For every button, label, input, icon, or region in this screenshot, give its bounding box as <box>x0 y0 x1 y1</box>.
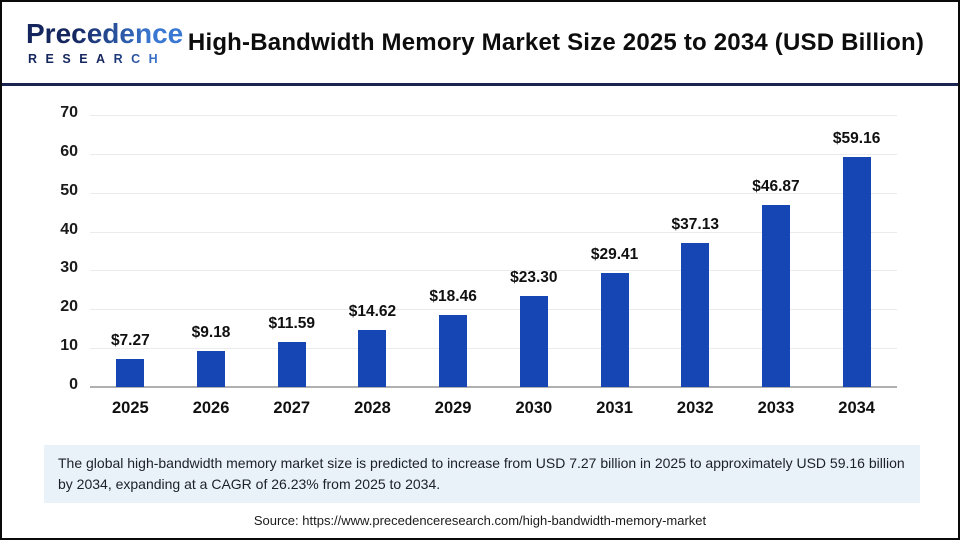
bar-value-label: $37.13 <box>671 215 719 233</box>
x-axis-category-label: 2029 <box>434 399 472 417</box>
y-axis-tick-label: 20 <box>60 298 78 316</box>
bar <box>439 315 468 387</box>
source-line: Source: https://www.precedenceresearch.c… <box>253 513 707 528</box>
bar <box>116 358 145 387</box>
x-axis-category-label: 2030 <box>515 399 553 417</box>
bar-value-label: $46.87 <box>752 177 800 195</box>
y-axis-tick-label: 60 <box>60 142 78 160</box>
bar <box>761 204 790 387</box>
x-axis-category-label: 2025 <box>111 399 149 417</box>
bar <box>358 330 387 387</box>
y-axis-tick-label: 10 <box>60 337 78 355</box>
gridline <box>90 192 897 194</box>
summary-note: The global high-bandwidth memory market … <box>44 445 920 503</box>
gridline <box>90 348 897 350</box>
bar <box>842 157 871 387</box>
header: Precedence RESEARCH High-Bandwidth Memor… <box>2 2 958 86</box>
bar <box>197 351 226 387</box>
x-axis-category-label: 2026 <box>192 399 230 417</box>
bar <box>600 272 629 387</box>
y-axis-tick-label: 30 <box>60 259 78 277</box>
logo-wordmark: Precedence <box>26 18 184 50</box>
precedence-research-logo: Precedence RESEARCH <box>26 18 184 66</box>
bar-value-label: $18.46 <box>429 288 477 306</box>
bar-chart: 0 10 20 30 40 50 60 70 $7.27 2025 $9.18 2026 $11.59 2… <box>2 86 958 438</box>
bar-value-label: $7.27 <box>110 331 150 349</box>
y-axis-tick-label: 40 <box>60 220 78 238</box>
bar-value-label: $29.41 <box>590 245 639 263</box>
bar <box>519 296 548 387</box>
bar-value-label: $59.16 <box>832 130 881 148</box>
x-axis-category-label: 2033 <box>757 399 795 417</box>
bar <box>681 242 710 387</box>
gridline <box>90 309 897 311</box>
y-axis-tick-label: 70 <box>60 104 78 121</box>
x-axis-baseline <box>90 386 897 388</box>
logo-subtext: RESEARCH <box>28 51 167 66</box>
gridline <box>90 115 897 116</box>
x-axis-category-label: 2028 <box>354 399 391 417</box>
bar-value-label: $9.18 <box>191 324 231 342</box>
x-axis-category-label: 2034 <box>838 399 875 417</box>
bar-value-label: $23.30 <box>510 269 558 287</box>
x-axis-category-label: 2027 <box>273 399 311 417</box>
bar <box>277 341 306 387</box>
y-axis-tick-label: 0 <box>69 376 78 393</box>
gridline <box>90 270 897 272</box>
gridline <box>90 231 897 233</box>
bar-value-label: $14.62 <box>348 303 397 321</box>
bar-value-label: $11.59 <box>268 314 316 332</box>
x-axis-category-label: 2031 <box>596 399 633 417</box>
x-axis-category-label: 2032 <box>676 399 714 417</box>
chart-title: High-Bandwidth Memory Market Size 2025 t… <box>187 28 925 56</box>
gridline <box>90 153 897 155</box>
y-axis-tick-label: 50 <box>60 181 78 199</box>
